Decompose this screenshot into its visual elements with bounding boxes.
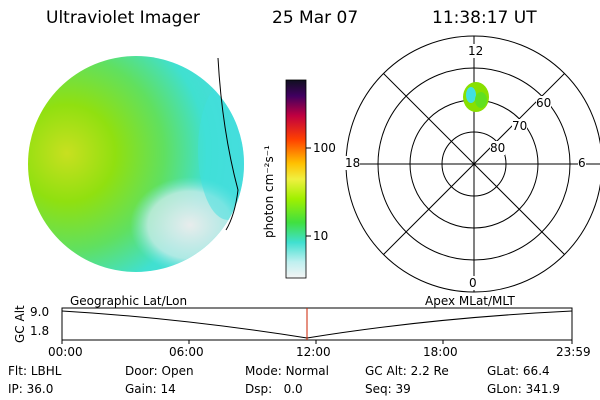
timeline-xtick-6: 06:00: [169, 345, 204, 359]
polar-label-18: 18: [345, 156, 361, 170]
timeline-xtick-end: 23:59: [556, 345, 591, 359]
polar-lat-70: 70: [512, 119, 528, 133]
polar-label-6: 6: [578, 156, 586, 170]
polar-label-12: 12: [468, 44, 484, 58]
status-door: Door: Open: [125, 364, 194, 378]
status-flt: Flt: LBHL: [8, 364, 62, 378]
polar-lat-60: 60: [536, 96, 552, 110]
status-ip: IP: 36.0: [8, 382, 54, 396]
date-label: 25 Mar 07: [272, 8, 359, 28]
status-mode: Mode: Normal: [245, 364, 329, 378]
timeline-xtick-0: 00:00: [48, 345, 83, 359]
timeline-ytick-1: 1.8: [30, 324, 50, 338]
status-glat: GLat: 66.4: [487, 364, 550, 378]
timeline-right-label: Apex MLat/MLT: [425, 294, 515, 308]
app-title: Ultraviolet Imager: [46, 8, 200, 28]
altitude-curve: [61, 310, 573, 339]
terminator-line: [217, 57, 239, 231]
status-dsp: Dsp: 0.0: [245, 382, 303, 396]
status-seq: Seq: 39: [365, 382, 411, 396]
colorbar-tick-10: 10: [313, 229, 329, 243]
polar-label-0: 0: [469, 276, 477, 290]
colorbar-tick-100: 100: [313, 141, 336, 155]
polar-lat-80: 80: [490, 141, 506, 155]
timeline-xtick-12: 12:00: [296, 345, 331, 359]
status-gc-alt: GC Alt: 2.2 Re: [365, 364, 449, 378]
status-gain: Gain: 14: [125, 382, 176, 396]
status-glon: GLon: 341.9: [487, 382, 560, 396]
time-label: 11:38:17 UT: [432, 8, 537, 28]
timeline-xtick-18: 18:00: [423, 345, 458, 359]
timeline-ytick-9: 9.0: [30, 305, 50, 319]
timeline-left-label: Geographic Lat/Lon: [70, 294, 188, 308]
